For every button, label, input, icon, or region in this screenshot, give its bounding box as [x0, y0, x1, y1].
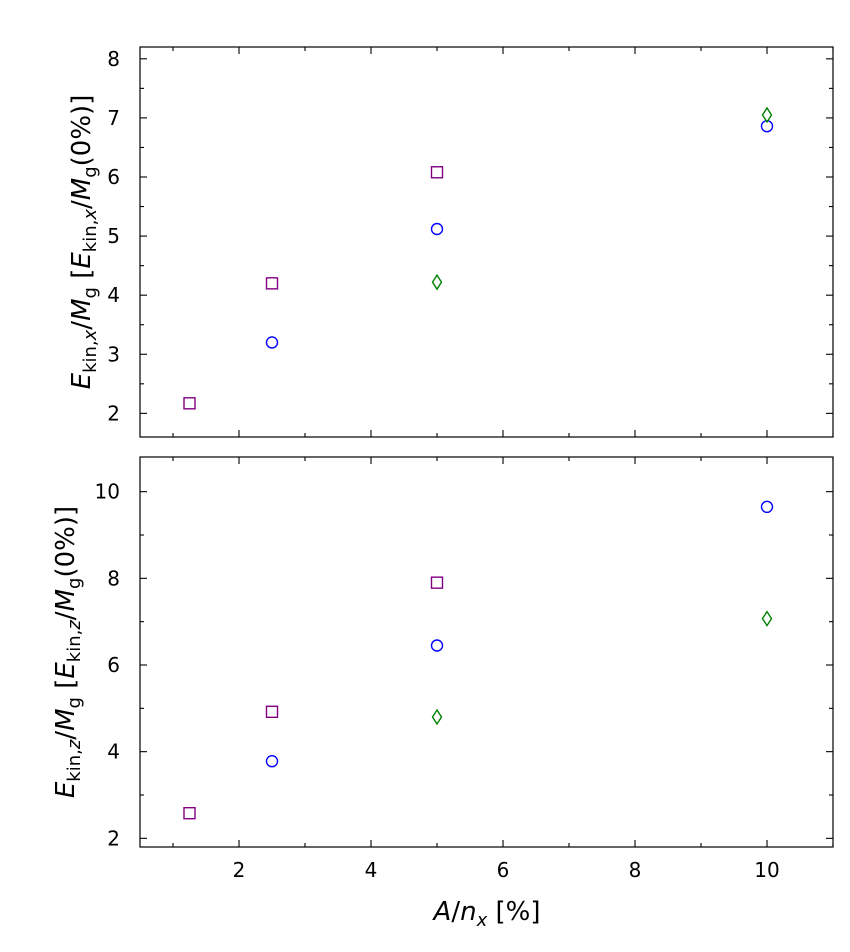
bottom-diamond-marker — [431, 708, 443, 726]
bottom-y-tick-label: 2 — [107, 826, 120, 850]
bottom-square-marker — [430, 576, 444, 589]
top-square-marker — [183, 397, 196, 410]
top-y-tick-label: 5 — [107, 224, 120, 248]
bottom-y-tick-label: 4 — [107, 740, 120, 764]
top-square-marker — [430, 166, 444, 179]
bottom-tick-labels: 2 4 6 8 10 2 4 6 8 10 — [95, 480, 780, 882]
bottom-y-tick-label: 10 — [95, 480, 120, 504]
bottom-ticks — [140, 457, 834, 847]
top-panel: 2 3 4 5 6 7 8 Ekin,x/Mg [Ekin,x/Mg(0%)] — [67, 46, 834, 438]
bottom-x-tick-label: 8 — [629, 858, 642, 882]
top-y-tick-label: 6 — [107, 165, 120, 189]
top-diamond-marker — [431, 273, 443, 291]
top-y-tick-label: 7 — [107, 106, 120, 130]
top-square-marker — [265, 277, 279, 290]
bottom-x-tick-label: 6 — [497, 858, 510, 882]
top-y-tick-label: 4 — [107, 283, 120, 307]
top-diamond-marker — [761, 106, 773, 124]
bottom-x-tick-label: 2 — [233, 858, 246, 882]
top-y-axis-label: Ekin,x/Mg [Ekin,x/Mg(0%)] — [67, 95, 101, 390]
bottom-markers — [183, 500, 774, 820]
bottom-x-tick-label: 10 — [754, 858, 779, 882]
bottom-x-tick-label: 4 — [365, 858, 378, 882]
top-circle-marker — [265, 336, 279, 349]
bottom-plot-frame — [139, 456, 834, 848]
top-y-tick-label: 8 — [107, 47, 120, 71]
top-plot-frame — [139, 46, 834, 438]
bottom-y-tick-label: 8 — [107, 566, 120, 590]
top-y-tick-label: 3 — [107, 342, 120, 366]
bottom-y-axis-label: Ekin,z/Mg [Ekin,z/Mg(0%)] — [51, 506, 85, 798]
top-circle-marker — [430, 222, 444, 236]
top-tick-labels: 2 3 4 5 6 7 8 — [107, 47, 120, 426]
bottom-y-tick-label: 6 — [107, 653, 120, 677]
bottom-circle-marker — [430, 639, 444, 652]
bottom-circle-marker — [760, 500, 774, 514]
bottom-circle-marker — [265, 755, 279, 768]
bottom-diamond-marker — [761, 610, 773, 627]
top-markers — [183, 106, 774, 410]
x-axis-label: A/nx [%] — [432, 897, 541, 931]
bottom-square-marker — [265, 705, 279, 718]
top-y-tick-label: 2 — [107, 401, 120, 425]
top-ticks — [140, 47, 834, 437]
bottom-panel: 2 4 6 8 10 2 4 6 8 10 Ekin,z/Mg [Ekin,z/Mg(0%)] — [51, 456, 834, 882]
bottom-square-marker — [183, 807, 196, 820]
